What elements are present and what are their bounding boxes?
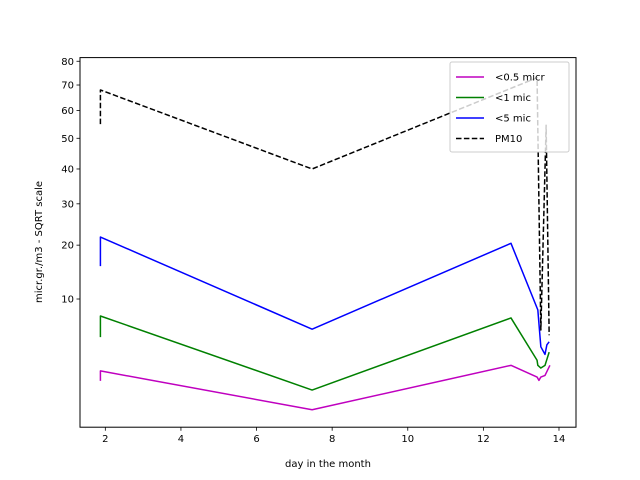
y-tick-label: 80 [61, 57, 74, 68]
legend-label-0: <0.5 micr [495, 73, 545, 84]
y-tick-label: 10 [61, 295, 74, 306]
x-tick-label: 14 [553, 434, 566, 445]
y-tick-label: 20 [61, 241, 74, 252]
y-tick-label: 70 [61, 81, 74, 92]
x-axis-ticks: 2 4 6 8 10 12 14 [102, 427, 565, 445]
x-tick-label: 10 [401, 434, 414, 445]
x-tick-label: 4 [178, 434, 184, 445]
y-axis-ticks: 10 20 30 40 50 60 70 80 [61, 57, 80, 306]
y-tick-label: 30 [61, 199, 74, 210]
plot-frame [79, 57, 577, 428]
x-tick-label: 8 [329, 434, 335, 445]
legend-label-3: PM10 [495, 134, 522, 145]
x-tick-label: 2 [102, 434, 108, 445]
y-tick-label: 40 [61, 165, 74, 176]
x-axis-label: day in the month [285, 459, 371, 470]
legend-label-1: <1 mic [495, 93, 531, 104]
x-tick-label: 6 [253, 434, 259, 445]
y-axis-label: micr.gr./m3 - SQRT scale [34, 181, 45, 303]
x-tick-label: 12 [477, 434, 490, 445]
legend-label-2: <5 mic [495, 114, 531, 125]
legend-box [449, 61, 570, 153]
y-tick-label: 50 [61, 134, 74, 145]
y-tick-label: 60 [61, 106, 74, 117]
legend: <0.5 micr <1 mic <5 mic PM10 [449, 61, 570, 153]
